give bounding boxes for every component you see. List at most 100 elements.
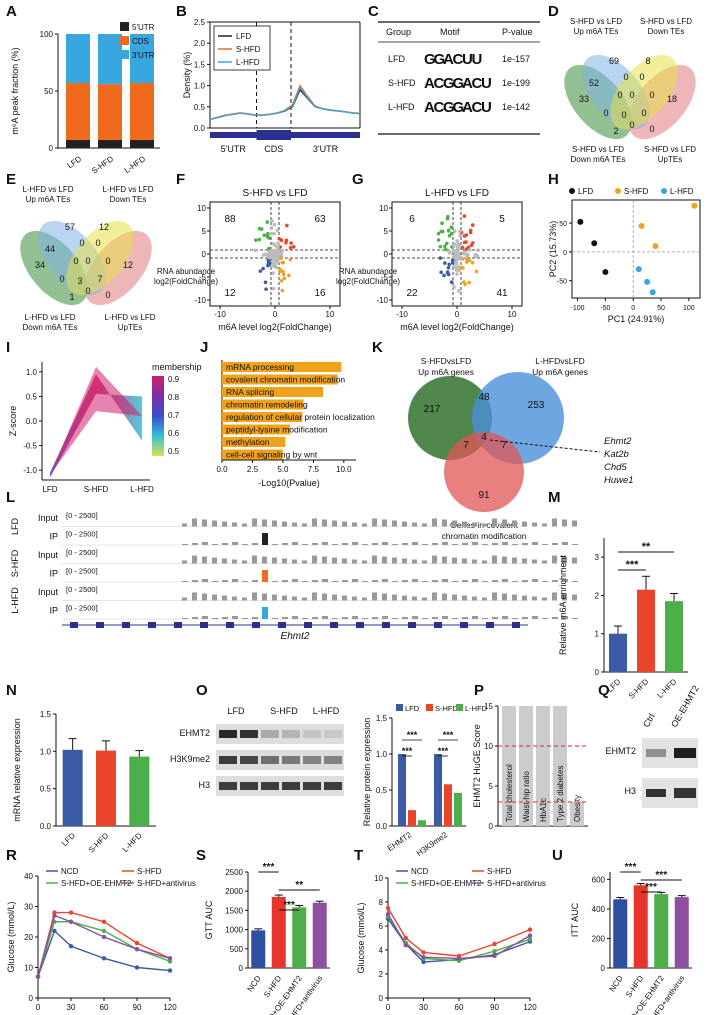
line-point — [385, 911, 391, 917]
region-bar-5utr — [210, 132, 257, 138]
coverage-bar — [262, 593, 267, 601]
go-bar — [222, 399, 304, 410]
coverage-bar — [452, 594, 457, 601]
plot-frame — [571, 199, 701, 299]
pointer-arrow — [489, 439, 601, 453]
coverage-bar — [412, 596, 417, 601]
coverage-bar — [542, 544, 548, 545]
coverage-bar — [252, 592, 257, 601]
coverage-bar — [342, 543, 348, 545]
coverage-bar — [312, 580, 318, 582]
coverage-bar — [192, 592, 197, 601]
y-axis-label: RNA abundance — [157, 267, 216, 276]
y-axis-label: ITT AUC — [570, 902, 580, 937]
scatter-point — [443, 261, 447, 265]
coverage-bar — [362, 618, 368, 619]
coverage-bar — [522, 595, 527, 601]
coverage-bar — [332, 557, 337, 564]
coverage-bar — [252, 555, 257, 564]
blot-group-label: S-HFD — [270, 706, 298, 716]
motif-letter: G — [434, 51, 446, 68]
coverage-bar — [542, 560, 547, 564]
legend-label: LFD — [236, 32, 251, 41]
line-point — [527, 937, 533, 942]
scatter-point — [279, 279, 284, 283]
e-venn-count: 34 — [35, 260, 45, 270]
y-tick-label: 15 — [484, 702, 493, 711]
coverage-bar — [432, 543, 438, 545]
d-venn-count: 0 — [603, 108, 608, 118]
coverage-bar — [342, 558, 347, 564]
panel-b-density-plot: 0.0 0.5 1.0 1.5 2.0 2.5 Density (%) 5'UTR CDS 3'U… — [182, 18, 361, 154]
pca-point-LFD — [591, 240, 598, 247]
scatter-point — [271, 241, 276, 246]
y-axis-label: m⁶A peak fraction (%) — [10, 47, 20, 134]
coverage-bar — [562, 519, 567, 527]
y-axis-label: log2(FoldChange) — [336, 277, 400, 286]
quadrant-count: 16 — [314, 288, 326, 299]
bar-LFD-H3K9me2 — [434, 754, 442, 826]
y-tick-label: 0 — [563, 250, 567, 257]
d-venn-count: 52 — [589, 78, 599, 88]
venn-set-label: Down m6A TEs — [571, 155, 626, 164]
coverage-bar — [332, 581, 338, 582]
coverage-bar — [232, 579, 238, 582]
coverage-bar — [422, 581, 428, 582]
coverage-bar — [432, 518, 437, 527]
legend-label: 3'UTR — [132, 51, 155, 60]
coverage-bar — [412, 522, 417, 527]
coverage-bar — [192, 580, 198, 582]
scatter-point — [449, 231, 454, 236]
coverage-bar — [512, 557, 517, 564]
exon-block — [382, 622, 390, 628]
coverage-bar — [192, 555, 197, 564]
scatter-point — [277, 236, 281, 241]
venn-set-label: UpTEs — [658, 155, 682, 164]
scatter-point — [454, 268, 459, 272]
blot-band — [282, 730, 300, 738]
venn-set-label: Up m6A TEs — [574, 27, 619, 36]
legend-swatch — [426, 704, 433, 711]
scatter-point — [450, 258, 455, 263]
scatter-point — [280, 248, 285, 253]
y-axis-label: Density (%) — [182, 52, 192, 99]
e-venn-count: 44 — [45, 244, 55, 254]
track-label: Input — [38, 513, 59, 523]
motif-letter: G — [424, 51, 436, 68]
y-tick-label: 0 — [202, 250, 207, 259]
venn-set-label: Down TEs — [648, 27, 685, 36]
e-venn-ellipse — [66, 220, 134, 296]
x-tick-label: S-HFD — [624, 974, 646, 999]
stacked-bar-CDS — [66, 83, 90, 141]
track-range: [0 - 2500] — [66, 548, 98, 557]
x-tick-label: 0.0 — [216, 465, 228, 474]
x-tick-label: -10 — [214, 310, 226, 319]
scatter-point — [284, 240, 288, 245]
scatter-point — [276, 241, 280, 245]
scatter-point — [461, 251, 466, 256]
coverage-bar — [552, 543, 558, 545]
scatter-point — [270, 219, 274, 223]
stacked-bar-3'UTR — [130, 34, 154, 84]
venn-count: 7 — [463, 440, 469, 451]
scatter-point — [449, 225, 454, 230]
x-tick-label: 0 — [36, 1003, 41, 1012]
coverage-bar — [272, 618, 278, 619]
coverage-bar — [302, 581, 308, 582]
bar-L-HFD-H3K9me2 — [454, 792, 462, 826]
coverage-bar — [342, 580, 348, 582]
line-S-HFD+antivirus — [37, 914, 171, 977]
scatter-point — [267, 262, 271, 267]
line-point — [35, 974, 41, 979]
coverage-bar — [572, 520, 577, 527]
scatter-point — [439, 270, 443, 275]
coverage-bar — [372, 617, 378, 619]
pca-point-L-HFD — [649, 289, 656, 296]
blot-band — [674, 748, 696, 758]
y-axis-label: Glucose (mmol/L) — [356, 902, 366, 973]
motif-letter: A — [462, 75, 473, 92]
coverage-bar — [532, 579, 538, 582]
coverage-bar — [262, 519, 267, 527]
group-label: S-HFD — [10, 549, 20, 577]
